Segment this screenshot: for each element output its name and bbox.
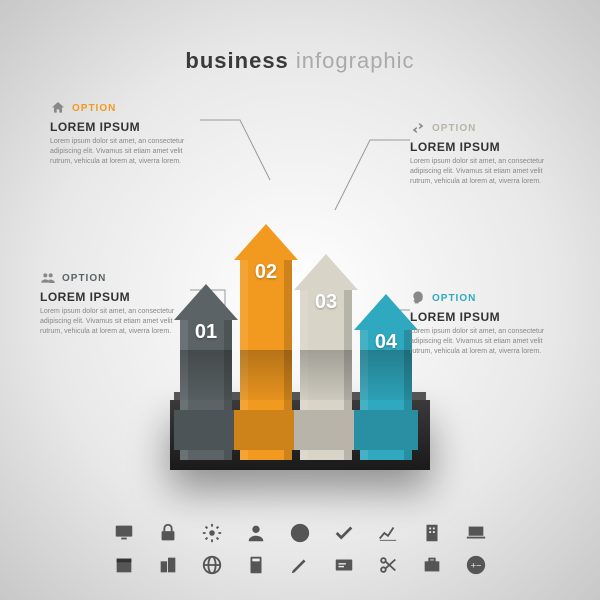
callout-bottom-right: OPTION LOREM IPSUM Lorem ipsum dolor sit…: [410, 290, 560, 356]
option-label: OPTION: [432, 293, 476, 304]
lock-icon: [157, 522, 179, 544]
title-light: infographic: [296, 48, 415, 73]
briefcase-icon: [421, 554, 443, 576]
globe-icon: [201, 554, 223, 576]
head-icon: [410, 290, 426, 306]
home-icon: [50, 100, 66, 116]
icon-row-1: [113, 522, 487, 544]
check-icon: [333, 522, 355, 544]
people-icon: [40, 270, 56, 286]
callout-heading: LOREM IPSUM: [40, 290, 190, 304]
office-icon: [157, 554, 179, 576]
option-label: OPTION: [432, 123, 476, 134]
pie-icon: [289, 522, 311, 544]
icon-strip: +−: [0, 522, 600, 576]
linechart-icon: [377, 522, 399, 544]
callout-heading: LOREM IPSUM: [410, 310, 560, 324]
calendar-icon: [113, 554, 135, 576]
calc-icon: [245, 554, 267, 576]
building-icon: [421, 522, 443, 544]
arrow-04: 04: [360, 270, 412, 460]
title-bold: business: [185, 48, 288, 73]
page-title: business infographic: [0, 48, 600, 74]
callout-body: Lorem ipsum dolor sit amet, an consectet…: [40, 307, 190, 336]
swap-icon: [410, 120, 426, 136]
ops-icon: +−: [465, 554, 487, 576]
idcard-icon: [333, 554, 355, 576]
callout-heading: LOREM IPSUM: [50, 120, 200, 134]
callout-heading: LOREM IPSUM: [410, 140, 560, 154]
scissors-icon: [377, 554, 399, 576]
callout-body: Lorem ipsum dolor sit amet, an consectet…: [410, 157, 560, 186]
option-label: OPTION: [72, 103, 116, 114]
option-label: OPTION: [62, 273, 106, 284]
callout-top-right: OPTION LOREM IPSUM Lorem ipsum dolor sit…: [410, 120, 560, 186]
svg-text:+−: +−: [471, 561, 482, 571]
callout-top-left: OPTION LOREM IPSUM Lorem ipsum dolor sit…: [50, 100, 200, 166]
callout-body: Lorem ipsum dolor sit amet, an consectet…: [410, 327, 560, 356]
callout-body: Lorem ipsum dolor sit amet, an consectet…: [50, 137, 200, 166]
user-icon: [245, 522, 267, 544]
infographic-stage: 01020304 OPTION LOREM IPSUM Lorem ipsum …: [0, 90, 600, 480]
icon-row-2: +−: [113, 554, 487, 576]
arrow-02: 02: [240, 200, 292, 460]
laptop-icon: [465, 522, 487, 544]
arrow-chart: 01020304: [180, 140, 420, 470]
gear-icon: [201, 522, 223, 544]
arrow-03: 03: [300, 230, 352, 460]
pencil-icon: [289, 554, 311, 576]
callout-bottom-left: OPTION LOREM IPSUM Lorem ipsum dolor sit…: [40, 270, 190, 336]
monitor-icon: [113, 522, 135, 544]
